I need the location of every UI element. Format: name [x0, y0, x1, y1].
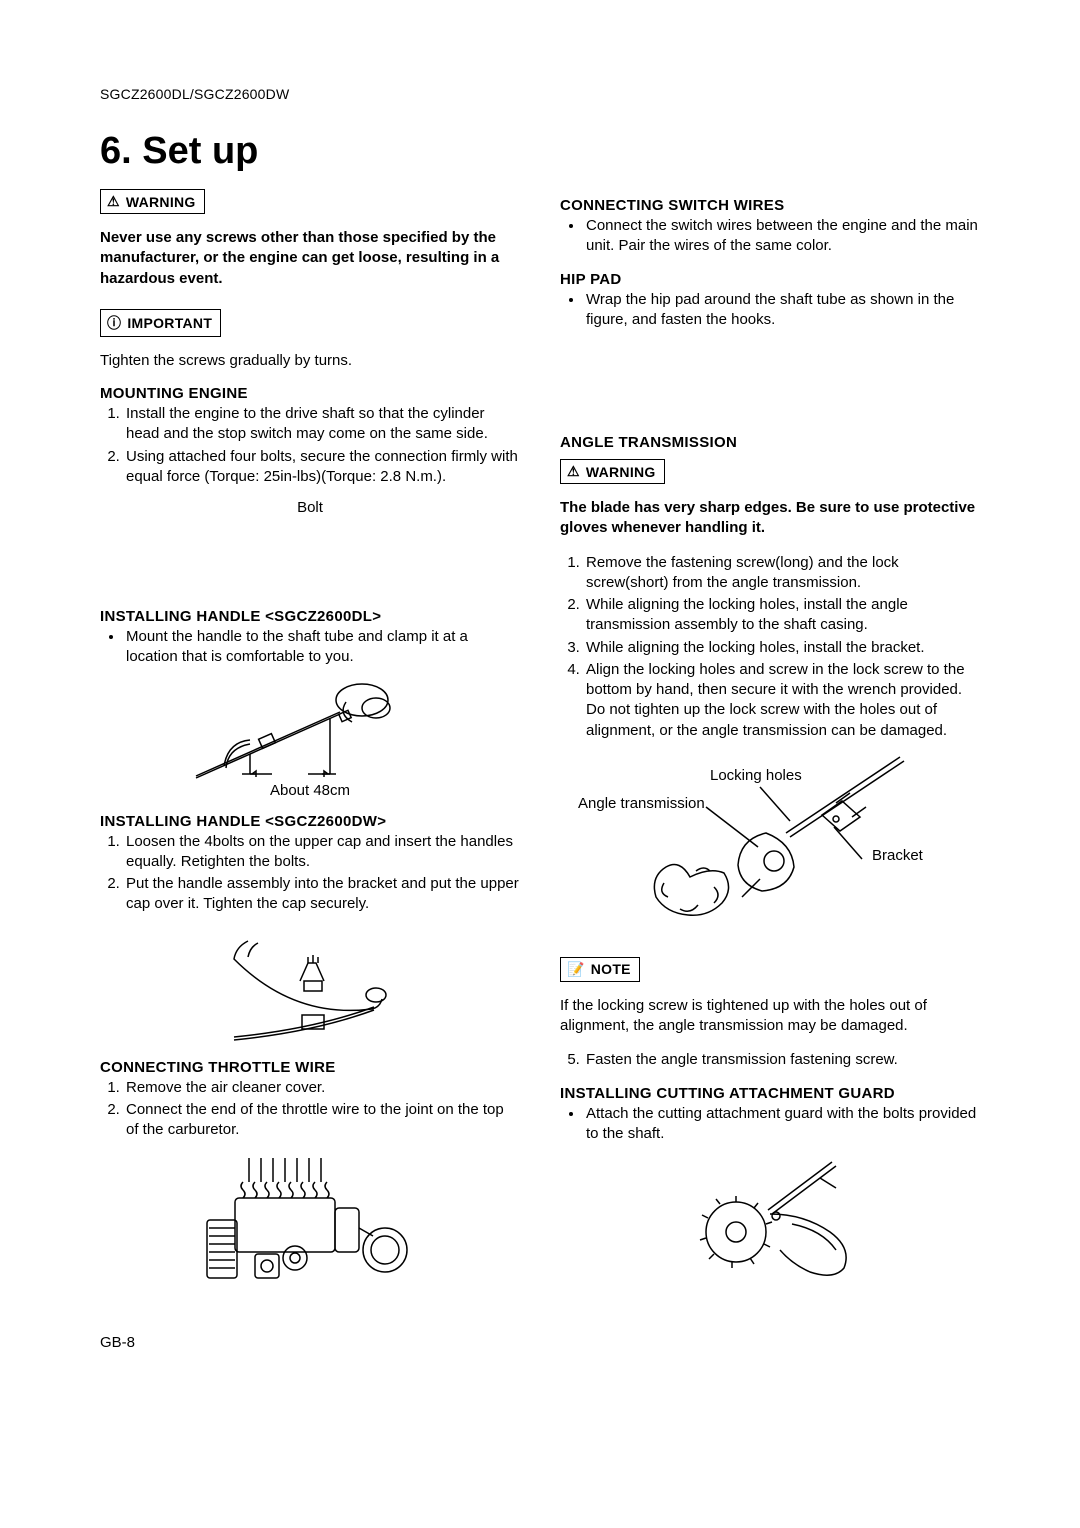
bolt-label: Bolt [297, 499, 323, 516]
important-text: Tighten the screws gradually by turns. [100, 351, 520, 371]
guard-list: Attach the cutting attachment guard with… [560, 1104, 980, 1145]
switch-list: Connect the switch wires between the eng… [560, 216, 980, 257]
mounting-item-1: Install the engine to the drive shaft so… [124, 404, 520, 445]
handle-dw-head: INSTALLING HANDLE <SGCZ2600DW> [100, 813, 520, 830]
warning-icon: ⚠ [567, 463, 580, 480]
mounting-item-2: Using attached four bolts, secure the co… [124, 447, 520, 488]
two-column-layout: ⚠ WARNING Never use any screws other tha… [100, 183, 980, 1300]
page-footer: GB-8 [100, 1334, 980, 1351]
switch-item: Connect the switch wires between the eng… [584, 216, 980, 257]
hip-head: HIP PAD [560, 271, 980, 288]
handle-dw-item-2: Put the handle assembly into the bracket… [124, 874, 520, 915]
throttle-list: Remove the air cleaner cover. Connect th… [100, 1078, 520, 1141]
angle-item-1: Remove the fastening screw(long) and the… [584, 553, 980, 594]
angle-list-5: Fasten the angle transmission fastening … [560, 1050, 980, 1070]
handle-dl-list: Mount the handle to the shaft tube and c… [100, 627, 520, 668]
angle-item-5: Fasten the angle transmission fastening … [584, 1050, 980, 1070]
handle-dw-item-1: Loosen the 4bolts on the upper cap and i… [124, 832, 520, 873]
spacer [100, 534, 520, 594]
mounting-engine-head: MOUNTING ENGINE [100, 385, 520, 402]
angle-head: ANGLE TRANSMISSION [560, 434, 980, 451]
warning-label: WARNING [126, 194, 196, 210]
throttle-item-2: Connect the end of the throttle wire to … [124, 1100, 520, 1141]
angle-item-4: Align the locking holes and screw in the… [584, 660, 980, 741]
right-column: CONNECTING SWITCH WIRES Connect the swit… [560, 183, 980, 1300]
bolt-figure: Bolt [100, 499, 520, 516]
warning-box: ⚠ WARNING [100, 189, 205, 214]
handle-dw-list: Loosen the 4bolts on the upper cap and i… [100, 832, 520, 915]
warning-icon: ⚠ [107, 193, 120, 210]
important-box: ⓘ IMPORTANT [100, 309, 221, 337]
handle-dw-figure [210, 925, 410, 1045]
note-icon: 📝 [567, 961, 585, 978]
guard-item: Attach the cutting attachment guard with… [584, 1104, 980, 1145]
chapter-title: 6. Set up [100, 130, 980, 173]
handle-dl-head: INSTALLING HANDLE <SGCZ2600DL> [100, 608, 520, 625]
note-box: 📝 NOTE [560, 957, 640, 982]
note-text: If the locking screw is tightened up wit… [560, 996, 980, 1037]
left-column: ⚠ WARNING Never use any screws other tha… [100, 183, 520, 1300]
note-label: NOTE [591, 961, 631, 977]
guard-head: INSTALLING CUTTING ATTACHMENT GUARD [560, 1085, 980, 1102]
mounting-engine-list: Install the engine to the drive shaft so… [100, 404, 520, 487]
angle-figure-wrap: Locking holes Angle transmission Bracket [560, 751, 980, 951]
angle-trans-label: Angle transmission [578, 795, 705, 812]
bracket-label: Bracket [872, 847, 923, 864]
spacer [560, 340, 980, 420]
hip-item: Wrap the hip pad around the shaft tube a… [584, 290, 980, 331]
handle-caption: About 48cm [100, 782, 520, 799]
angle-warning-box: ⚠ WARNING [560, 459, 665, 484]
warning-text: Never use any screws other than those sp… [100, 228, 520, 289]
page-model-header: SGCZ2600DL/SGCZ2600DW [100, 86, 980, 102]
angle-warning-text: The blade has very sharp edges. Be sure … [560, 498, 980, 539]
handle-dl-figure [190, 678, 430, 784]
warning-label: WARNING [586, 464, 656, 480]
switch-head: CONNECTING SWITCH WIRES [560, 197, 980, 214]
carburetor-figure [195, 1150, 425, 1300]
guard-figure [660, 1154, 880, 1284]
throttle-head: CONNECTING THROTTLE WIRE [100, 1059, 520, 1076]
locking-holes-label: Locking holes [710, 767, 802, 784]
important-icon: ⓘ [107, 313, 121, 333]
angle-item-2: While aligning the locking holes, instal… [584, 595, 980, 636]
angle-list: Remove the fastening screw(long) and the… [560, 553, 980, 741]
throttle-item-1: Remove the air cleaner cover. [124, 1078, 520, 1098]
handle-dl-item: Mount the handle to the shaft tube and c… [124, 627, 520, 668]
angle-item-3: While aligning the locking holes, instal… [584, 638, 980, 658]
hip-list: Wrap the hip pad around the shaft tube a… [560, 290, 980, 331]
important-label: IMPORTANT [127, 315, 212, 331]
